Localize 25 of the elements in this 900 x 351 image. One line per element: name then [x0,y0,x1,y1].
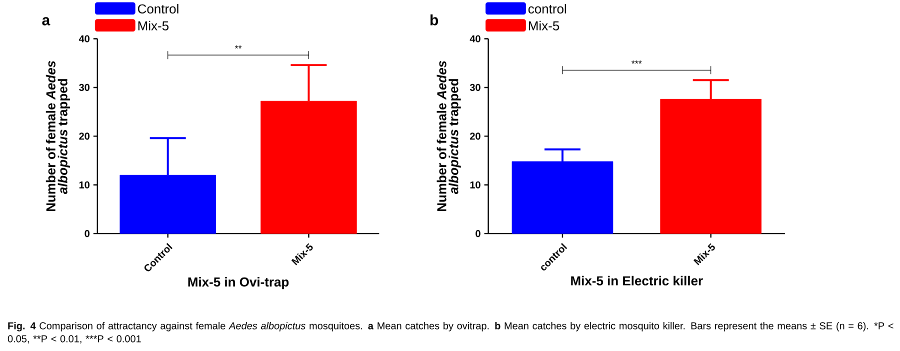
legend-label: Mix-5 [138,20,169,30]
x-axis-title: Mix-5 in Ovi-trap [188,276,289,289]
text: *P < [874,322,894,330]
x-axis-title: Mix-5 in Electric killer [571,276,703,286]
text: **P < 0.01, [33,335,82,344]
y-tick-label: 10 [470,181,480,188]
y-tick-label: 10 [79,181,90,188]
y-tick-label: 30 [79,84,90,91]
y-tick-label: 40 [470,34,480,42]
text: ***P < 0.001 [86,335,141,342]
y-tick-label: 30 [470,84,480,91]
y-tick-label: 20 [470,132,480,140]
text: 0.05, [8,335,29,344]
legend-label: Control [138,4,178,14]
y-tick-label: 40 [78,34,90,42]
annotation: *** [632,60,642,64]
legend-label: control [528,4,566,14]
y-tick-label: 20 [79,132,90,140]
y-tick-label: 0 [476,230,480,237]
annotation: ** [234,45,242,48]
chart-title: a [42,16,50,26]
legend-label: Mix-5 [528,20,560,30]
chart-title: b [430,14,438,26]
text: Fig. 4 Comparison of attractancy against female Aedes albopictus mosquitoes. a Mean catches by ovitrap. b Mean catches by electric mosquito killer. Bars represent the means ± SE (n = 6). [8,322,868,332]
y-tick-label: 0 [84,230,90,237]
